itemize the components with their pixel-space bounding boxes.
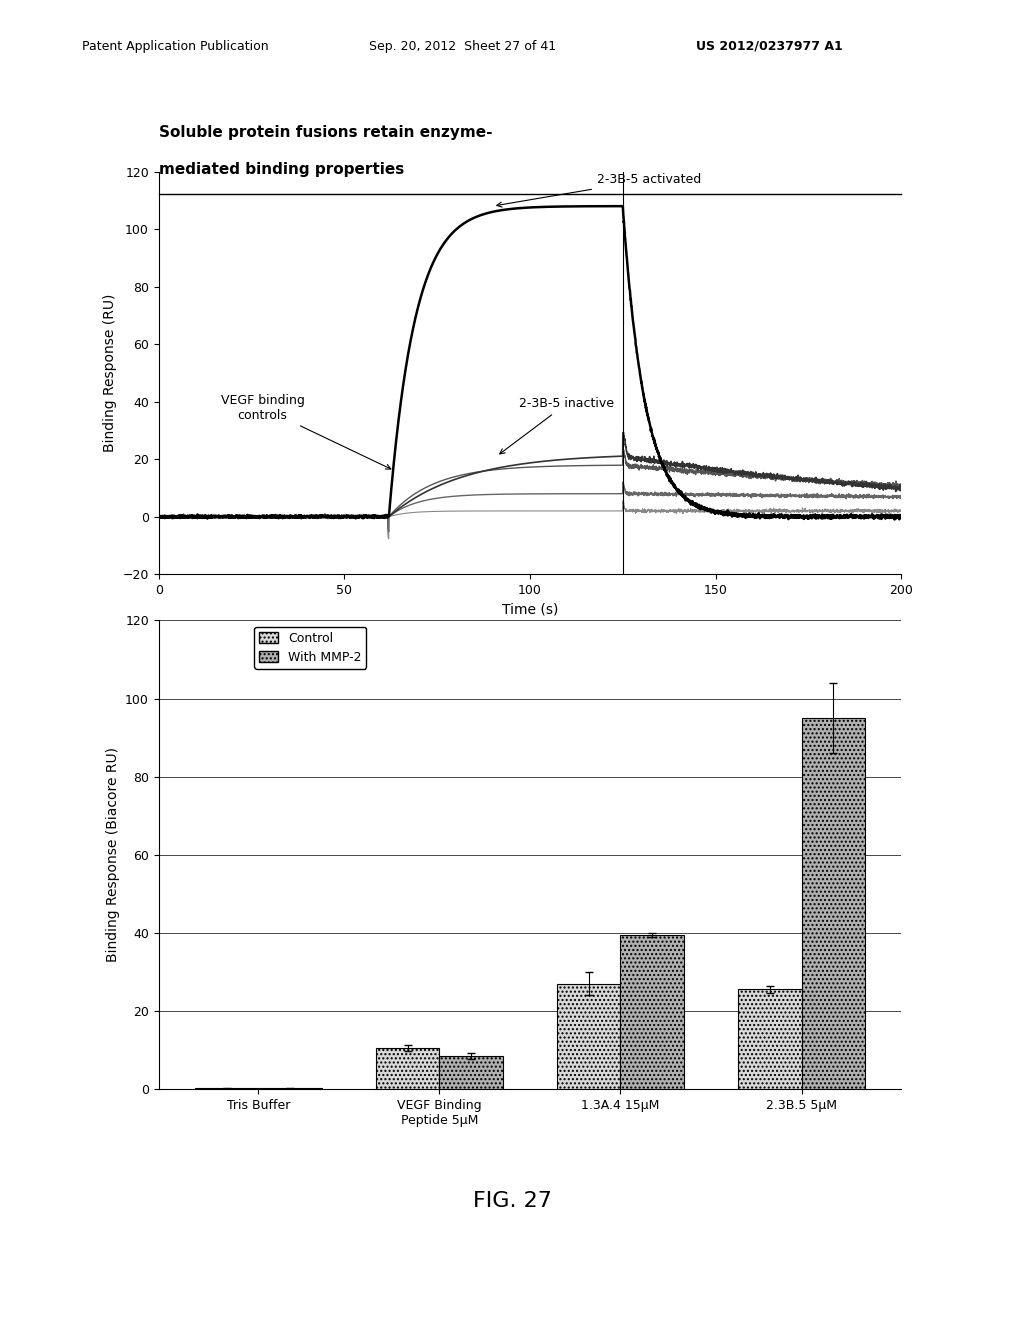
Bar	[557, 983, 621, 1089]
Text: mediated binding properties: mediated binding properties	[159, 162, 404, 177]
Bar	[621, 935, 684, 1089]
Y-axis label: Binding Response (Biacore RU): Binding Response (Biacore RU)	[105, 747, 120, 962]
Bar	[738, 990, 802, 1089]
Text: 2-3B-5 inactive: 2-3B-5 inactive	[500, 397, 613, 454]
Text: FIG. 27: FIG. 27	[472, 1191, 552, 1210]
Y-axis label: Binding Response (RU): Binding Response (RU)	[103, 294, 117, 451]
Bar	[802, 718, 865, 1089]
Legend: Control, With MMP-2: Control, With MMP-2	[254, 627, 367, 669]
Text: US 2012/0237977 A1: US 2012/0237977 A1	[696, 40, 843, 53]
Text: Sep. 20, 2012  Sheet 27 of 41: Sep. 20, 2012 Sheet 27 of 41	[369, 40, 556, 53]
Text: Patent Application Publication: Patent Application Publication	[82, 40, 268, 53]
Bar	[376, 1048, 439, 1089]
Text: Soluble protein fusions retain enzyme-: Soluble protein fusions retain enzyme-	[159, 125, 493, 140]
Bar	[439, 1056, 503, 1089]
X-axis label: Time (s): Time (s)	[502, 602, 558, 616]
Text: VEGF binding
controls: VEGF binding controls	[221, 393, 391, 469]
Text: 2-3B-5 activated: 2-3B-5 activated	[497, 173, 701, 207]
